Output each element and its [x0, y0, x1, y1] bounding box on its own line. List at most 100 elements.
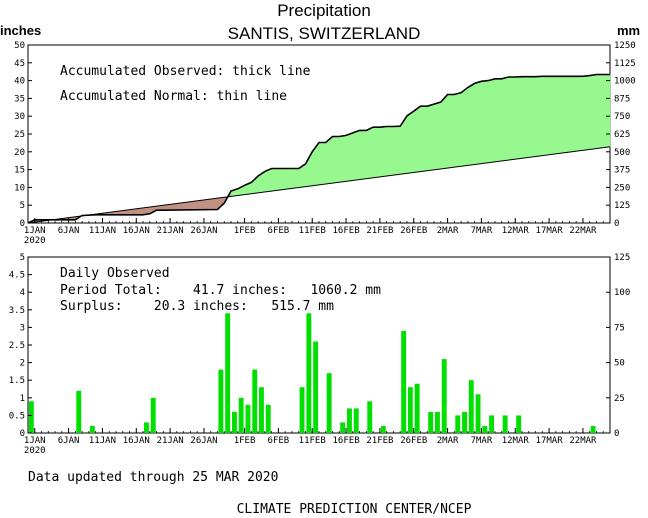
- surplus-area-segment: [596, 74, 604, 149]
- daily-precip-bar: [225, 313, 231, 433]
- daily-precip-bar: [407, 387, 413, 433]
- x-tick-label: 26FEB: [400, 436, 427, 446]
- daily-precip-bar: [144, 422, 149, 433]
- normal-legend-annotation: Accumulated Normal: thin line: [60, 89, 287, 104]
- daily-precip-bar: [150, 397, 156, 433]
- accumulated-observed-line: [27, 73, 610, 224]
- x-tick-label: 1JAN: [24, 226, 46, 236]
- daily-precip-bar: [489, 415, 494, 433]
- surplus-area-segment: [271, 168, 279, 192]
- daily-precip-bar: [232, 411, 237, 433]
- surplus-area-segment: [555, 76, 563, 155]
- credit-line: CLIMATE PREDICTION CENTER/NCEP: [237, 502, 472, 517]
- surplus-area-segment: [318, 142, 327, 186]
- surplus-area-segment: [406, 110, 415, 174]
- surplus-area-segment: [521, 76, 530, 159]
- surplus-area-segment: [575, 76, 584, 152]
- accumulated-lines: [27, 73, 611, 224]
- daily-precip-bar: [468, 380, 474, 433]
- daily-y-left-tick-label: 1: [20, 394, 25, 404]
- accumulated-y-left-tick-label: 10: [14, 183, 25, 193]
- daily-precip-bar: [462, 411, 467, 433]
- x-tick-label: 26JAN: [190, 436, 217, 446]
- x-tick-label: 7MAR: [471, 436, 493, 446]
- daily-precip-bar: [265, 404, 271, 433]
- x-tick-label: 26JAN: [190, 226, 217, 236]
- surplus-area-segment: [311, 141, 320, 187]
- daily-precip-bar: [441, 359, 447, 433]
- x-tick-label: 11JAN: [89, 226, 116, 236]
- observed-legend-annotation: Accumulated Observed: thick line: [60, 64, 311, 79]
- x-tick-label: 11FEB: [299, 226, 326, 236]
- daily-precip-bar: [238, 397, 244, 433]
- surplus-area-segment: [393, 125, 401, 176]
- surplus-area-segment: [453, 92, 462, 168]
- daily-x-ticks: 1JAN 6JAN 11JAN 16JAN 21JAN 26JAN 1FEB 6FEB 11FE…: [24, 428, 611, 456]
- x-tick-label: 16JAN: [123, 226, 150, 236]
- surplus-area-segment: [487, 78, 496, 164]
- daily-precip-bar: [252, 369, 258, 433]
- daily-precip-bar: [259, 387, 264, 433]
- daily-precip-bar: [590, 426, 596, 433]
- surplus-area-segment: [460, 86, 469, 167]
- daily-precip-bar: [76, 390, 82, 433]
- daily-y-left-tick-label: 5: [20, 253, 25, 263]
- x-tick-label: 22MAR: [569, 226, 597, 236]
- daily-y-left-tick-label: 2: [20, 359, 25, 369]
- daily-precip-bar: [353, 408, 359, 433]
- surplus-area-segment: [386, 126, 394, 177]
- accumulated-y-ticks: 0510152025303540455001252503755006257508…: [14, 41, 636, 229]
- x-tick-label: 16JAN: [123, 436, 150, 446]
- x-tick-label: 11FEB: [299, 436, 326, 446]
- daily-y-right-tick-label: 125: [614, 253, 630, 263]
- accumulated-y-left-tick-label: 30: [14, 112, 25, 122]
- daily-precip-bar: [347, 408, 352, 433]
- surplus-area-segment: [291, 168, 300, 189]
- x-tick-label: 2MAR: [437, 226, 459, 236]
- surplus-area-segment: [372, 126, 381, 179]
- x-tick-label: 1JAN: [24, 436, 46, 446]
- daily-y-left-tick-label: 4.5: [9, 271, 25, 281]
- daily-precip-bar: [435, 411, 440, 433]
- surplus-area-segment: [535, 75, 543, 157]
- surplus-area-segment: [420, 105, 428, 172]
- daily-precip-bar: [326, 373, 332, 433]
- accumulated-x-ticks: 1JAN 6JAN 11JAN 16JAN 21JAN 26JAN 1FEB 6FEB 11FE…: [24, 218, 611, 246]
- surplus-area-segment: [494, 78, 503, 163]
- x-tick-label: 1FEB: [234, 226, 256, 236]
- accumulated-normal-line: [27, 146, 611, 224]
- x-tick-label: 12MAR: [502, 226, 530, 236]
- year-label: 2020: [24, 236, 46, 246]
- accumulated-y-right-tick-label: 500: [614, 148, 630, 158]
- surplus-area-segment: [325, 135, 333, 185]
- accumulated-y-right-tick-label: 0: [614, 219, 619, 229]
- daily-y-left-tick-label: 4: [20, 288, 25, 298]
- daily-precip-bar: [313, 341, 319, 433]
- surplus-area-segment: [447, 94, 455, 169]
- accumulated-y-right-tick-label: 1250: [614, 41, 636, 51]
- accumulated-y-left-tick-label: 15: [14, 166, 25, 176]
- daily-precip-bar: [28, 401, 34, 433]
- surplus-area-segment: [541, 76, 550, 157]
- x-tick-label: 6JAN: [58, 226, 80, 236]
- surplus-area-segment: [413, 105, 421, 173]
- daily-heading: Daily Observed: [60, 266, 170, 281]
- daily-precip-bar: [218, 369, 224, 433]
- x-tick-label: 12MAR: [502, 436, 530, 446]
- data-updated-note: Data updated through 25 MAR 2020: [28, 470, 278, 485]
- daily-y-left-tick-label: 0.5: [9, 411, 25, 421]
- accumulated-y-left-tick-label: 5: [20, 201, 25, 211]
- daily-precip-bar: [455, 415, 461, 433]
- x-tick-label: 1FEB: [234, 436, 256, 446]
- daily-y-right-tick-label: 25: [614, 394, 625, 404]
- daily-y-left-tick-label: 1.5: [9, 376, 25, 386]
- x-tick-label: 6FEB: [268, 436, 290, 446]
- left-unit-label: inches: [0, 23, 41, 38]
- surplus-area-segment: [569, 76, 577, 153]
- daily-precip-bar: [245, 404, 251, 433]
- daily-precip-bar: [299, 387, 305, 433]
- daily-precip-bar: [482, 426, 488, 433]
- x-tick-label: 6JAN: [58, 436, 80, 446]
